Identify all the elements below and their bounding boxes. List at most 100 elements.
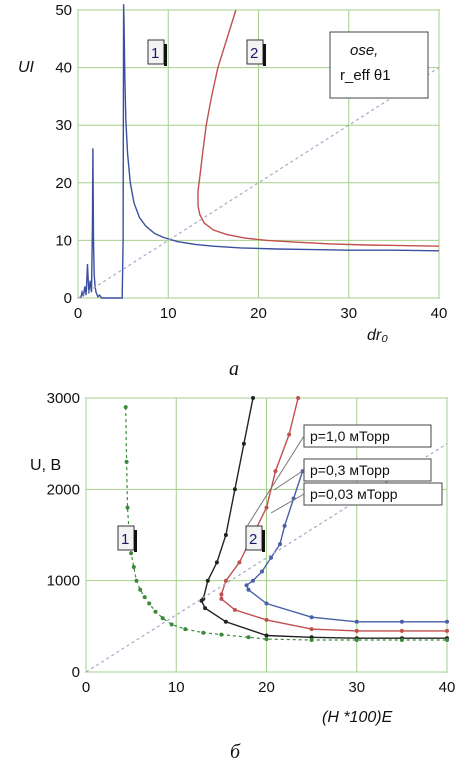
b-point: [223, 578, 228, 583]
b-point: [169, 622, 174, 627]
y-tick-label: 1000: [47, 573, 80, 590]
b-point: [147, 601, 152, 606]
b-point: [264, 601, 269, 606]
b-point: [153, 609, 158, 614]
a-series-line-2: [77, 67, 440, 299]
b-point: [246, 587, 251, 592]
y-tick-label: 30: [55, 117, 72, 134]
b-point: [354, 619, 359, 624]
b-series-line-3: [125, 407, 447, 641]
x-tick-label: 10: [168, 679, 185, 696]
b-point: [309, 638, 314, 642]
chart-b-ticks: 0 10 20 30 40 0 1000 2000 3000: [47, 390, 456, 696]
x-tick-label: 20: [250, 305, 267, 322]
b-point: [214, 560, 219, 565]
b-point: [264, 637, 269, 642]
b-point: [309, 615, 314, 620]
b-point: [223, 533, 228, 537]
chart-a-curve-label-1: 1: [147, 39, 167, 66]
b-point: [354, 638, 359, 642]
b-point: [354, 628, 359, 633]
b-point: [183, 627, 188, 632]
b-point: [131, 565, 136, 569]
b-point: [205, 578, 210, 583]
b-point: [241, 441, 246, 446]
x-tick-label: 20: [258, 679, 275, 696]
y-tick-label: 3000: [47, 390, 80, 407]
svg-text:p=0,03 мТорр: p=0,03 мТорр: [310, 486, 398, 502]
chart-b-curve-label-1: 1: [117, 525, 137, 552]
b-point: [125, 505, 130, 510]
b-point: [445, 638, 449, 642]
a-series-line-1: [197, 9, 440, 247]
x-tick-label: 40: [439, 679, 456, 696]
chart-a-xlabel: dr₀: [367, 327, 388, 344]
y-tick-label: 20: [55, 175, 72, 192]
chart-a-note-box: ose, r_eff θ1: [329, 31, 429, 99]
chart-b-xlabel: (H *100)E: [322, 709, 393, 726]
b-point: [232, 607, 237, 612]
b-point: [309, 627, 314, 632]
b-point: [287, 432, 292, 437]
chart-a: 0 10 20 30 40 0 10 20 30 40 50 UI dr₀ 1 2 ose, r_e…: [18, 2, 447, 380]
b-point: [264, 505, 269, 510]
y-tick-label: 2000: [47, 481, 80, 498]
b-point: [199, 598, 204, 603]
b-point: [251, 396, 255, 400]
b-point: [264, 633, 269, 638]
b-point: [219, 592, 224, 597]
b-point: [296, 396, 301, 400]
y-tick-label: 0: [72, 664, 80, 681]
chart-b-ylabel: U, В: [30, 457, 61, 474]
x-tick-label: 10: [160, 305, 177, 322]
svg-text:2: 2: [250, 45, 258, 62]
svg-text:2: 2: [249, 531, 257, 548]
chart-b-caption: б: [230, 741, 241, 763]
b-point: [124, 459, 129, 464]
b-point: [399, 638, 404, 642]
b-point: [273, 469, 278, 474]
b-point: [399, 619, 404, 624]
b-point: [201, 630, 206, 635]
b-point: [237, 560, 242, 565]
a-series-line-0: [80, 4, 440, 299]
svg-text:p=0,3 мТорр: p=0,3 мТорр: [310, 462, 390, 478]
b-point: [260, 569, 264, 574]
x-tick-label: 0: [82, 679, 90, 696]
b-point: [246, 635, 251, 640]
x-tick-label: 40: [431, 305, 448, 322]
b-series-line-4: [85, 443, 448, 673]
b-point: [445, 619, 449, 624]
b-point: [269, 555, 273, 560]
chart-b-curve-label-2: 2: [245, 525, 265, 552]
chart-a-caption: а: [229, 358, 239, 380]
b-point: [134, 578, 139, 583]
b-point: [129, 551, 134, 556]
b-point: [244, 583, 249, 588]
legend-item-p10: p=1,0 мТорр: [303, 424, 432, 448]
b-point: [399, 628, 404, 633]
chart-a-ylabel: UI: [18, 59, 35, 76]
b-point: [445, 628, 449, 633]
legend-item-p003: p=0,03 мТорр: [303, 482, 443, 506]
b-point: [219, 596, 224, 601]
b-point: [232, 487, 237, 492]
b-point: [278, 542, 282, 547]
b-point: [223, 619, 228, 624]
y-tick-label: 0: [64, 290, 72, 307]
svg-text:1: 1: [151, 45, 159, 62]
b-point: [160, 616, 165, 621]
b-series-line-2: [245, 470, 447, 623]
b-point: [123, 405, 128, 410]
chart-a-grid: [77, 9, 440, 299]
y-tick-label: 50: [55, 2, 72, 19]
chart-b-legend: p=1,0 мТорр p=0,3 мТорр p=0,03 мТорр: [303, 424, 443, 506]
x-tick-label: 0: [74, 305, 82, 322]
b-point: [203, 606, 208, 611]
y-tick-label: 40: [55, 60, 72, 77]
x-tick-label: 30: [348, 679, 365, 696]
b-point: [282, 523, 287, 528]
b-point: [251, 578, 255, 583]
